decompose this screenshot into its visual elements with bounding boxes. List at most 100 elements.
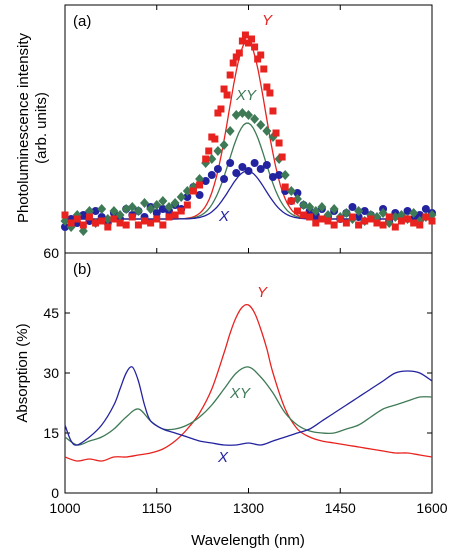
fit-curve-y <box>65 40 432 220</box>
marker-y-58 <box>336 215 344 223</box>
marker-y-55 <box>318 215 326 223</box>
marker-xy-26 <box>219 140 229 150</box>
x-tick-label-1000: 1000 <box>49 500 80 516</box>
x-tick-label-1450: 1450 <box>325 500 356 516</box>
marker-y-10 <box>122 221 130 229</box>
marker-y-64 <box>373 219 381 227</box>
marker-y-63 <box>367 215 375 223</box>
marker-y-21 <box>189 187 197 195</box>
marker-y-20 <box>183 201 191 209</box>
marker-y-66 <box>385 213 393 221</box>
marker-y-9 <box>116 219 124 227</box>
marker-y-46 <box>272 129 280 137</box>
marker-y-7 <box>104 223 112 231</box>
panel-b-curves <box>64 303 433 462</box>
marker-xy-33 <box>262 126 272 136</box>
curve-x <box>64 366 433 446</box>
marker-xy-20 <box>182 186 192 196</box>
marker-xy-6 <box>97 204 107 214</box>
marker-y-15 <box>153 215 161 223</box>
marker-x-31 <box>250 159 259 167</box>
panel-a-ylabel-line1: Photoluminescence intensity <box>15 32 32 223</box>
marker-x-15 <box>152 209 161 217</box>
marker-x-32 <box>256 165 265 173</box>
marker-y-12 <box>134 221 142 229</box>
marker-x-27 <box>226 159 235 167</box>
marker-y-31 <box>226 71 234 79</box>
marker-xy-31 <box>250 114 260 124</box>
marker-y-37 <box>245 39 252 47</box>
marker-xy-38 <box>292 194 302 204</box>
marker-y-68 <box>397 217 405 225</box>
panel-a: (a) Photoluminescence intensity (arb. un… <box>15 4 437 254</box>
marker-y-3 <box>79 221 87 229</box>
marker-y-44 <box>266 89 274 97</box>
panel-b-label: (b) <box>73 261 91 278</box>
marker-y-45 <box>269 107 277 115</box>
label-a-xy: XY <box>235 87 257 104</box>
marker-y-57 <box>330 221 338 229</box>
marker-y-36 <box>241 31 249 39</box>
marker-xy-19 <box>176 192 186 202</box>
marker-y-24 <box>205 147 213 155</box>
marker-y-13 <box>141 217 149 225</box>
marker-xy-44 <box>329 204 339 214</box>
marker-y-41 <box>257 51 265 59</box>
y-tick-label-60: 60 <box>43 245 59 261</box>
marker-y-18 <box>171 211 179 219</box>
marker-x-29 <box>238 163 247 171</box>
panel-b-xlabel: Wavelength (nm) <box>191 532 305 549</box>
marker-x-3 <box>79 211 88 219</box>
marker-x-28 <box>232 169 241 177</box>
panel-a-fit-curves <box>65 40 432 220</box>
panel-b-ticks: 1000 1150 1300 1450 1600 0 15 30 45 60 <box>43 5 448 516</box>
panel-a-label: (a) <box>73 13 91 30</box>
marker-y-40 <box>254 55 262 63</box>
marker-xy-14 <box>146 204 156 214</box>
marker-y-32 <box>229 59 237 67</box>
marker-xy-9 <box>115 210 125 220</box>
marker-y-34 <box>235 49 243 57</box>
marker-xy-17 <box>164 202 174 212</box>
marker-x-49 <box>360 207 369 215</box>
marker-y-16 <box>159 221 167 229</box>
marker-y-28 <box>217 105 225 113</box>
marker-y-29 <box>220 85 228 93</box>
marker-xy-48 <box>354 206 364 216</box>
panel-a-ylabel-line2: (arb. units) <box>33 92 50 164</box>
marker-y-11 <box>128 213 136 221</box>
marker-y-33 <box>232 53 240 61</box>
marker-xy-46 <box>341 208 351 218</box>
label-b-xy: XY <box>229 385 251 402</box>
marker-xy-27 <box>225 126 235 136</box>
marker-x-30 <box>244 167 253 175</box>
marker-y-22 <box>196 181 204 189</box>
marker-y-67 <box>391 223 399 231</box>
x-tick-label-1300: 1300 <box>233 500 264 516</box>
marker-y-19 <box>177 207 185 215</box>
marker-y-73 <box>428 217 436 225</box>
label-b-y: Y <box>257 284 268 301</box>
marker-xy-13 <box>140 198 150 208</box>
panel-b: (b) Absorption (%) Wavelength (nm) 1000 1… <box>14 5 448 549</box>
marker-xy-12 <box>133 206 143 216</box>
marker-y-59 <box>342 219 350 227</box>
marker-xy-8 <box>109 206 119 216</box>
curve-y <box>64 303 433 462</box>
marker-y-35 <box>238 37 246 45</box>
marker-y-23 <box>202 155 210 163</box>
marker-x-47 <box>348 203 357 211</box>
marker-xy-24 <box>207 154 217 164</box>
marker-y-2 <box>73 215 81 223</box>
marker-y-6 <box>98 217 106 225</box>
marker-xy-32 <box>256 120 266 130</box>
marker-y-62 <box>361 217 369 225</box>
marker-y-4 <box>85 213 93 221</box>
marker-xy-11 <box>127 202 137 212</box>
marker-y-54 <box>312 219 320 227</box>
marker-y-53 <box>306 213 314 221</box>
marker-x-35 <box>275 171 284 179</box>
marker-y-48 <box>278 153 286 161</box>
marker-x-24 <box>207 171 216 179</box>
